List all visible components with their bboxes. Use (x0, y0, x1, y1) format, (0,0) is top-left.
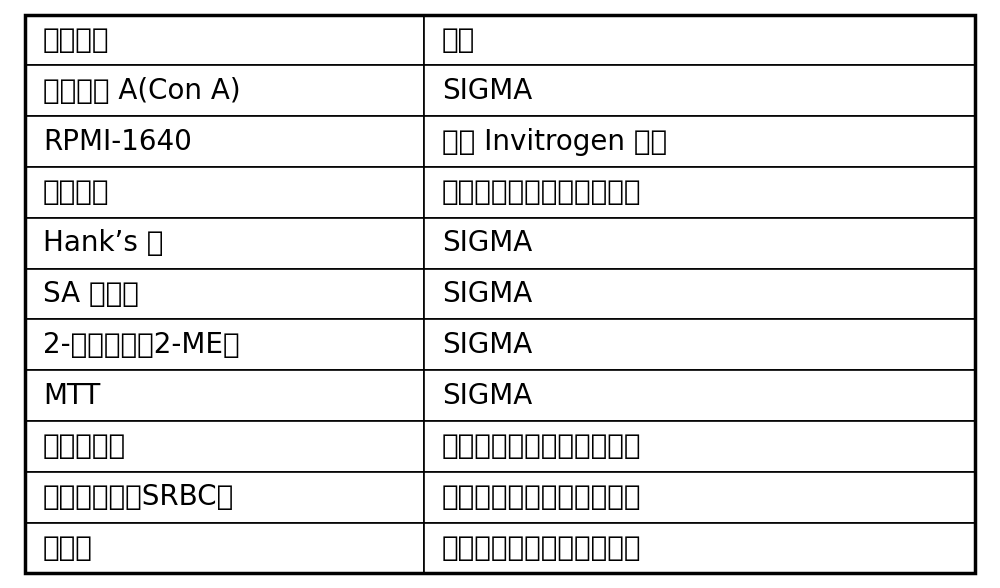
Bar (424, 167, 975, 218)
Bar (25, 65, 424, 116)
Bar (25, 269, 424, 319)
Text: 酸性异丙醇: 酸性异丙醇 (43, 432, 126, 460)
Bar (424, 370, 975, 421)
Text: 刀豆蛋白 A(Con A): 刀豆蛋白 A(Con A) (43, 77, 241, 105)
Bar (25, 15, 424, 65)
Bar (25, 523, 424, 573)
Bar (424, 523, 975, 573)
Bar (25, 472, 424, 523)
Text: SIGMA: SIGMA (442, 77, 532, 105)
Text: 2-巡基乙醇（2-ME）: 2-巡基乙醇（2-ME） (43, 331, 240, 359)
Text: Hank’s 液: Hank’s 液 (43, 229, 163, 257)
Bar (424, 65, 975, 116)
Text: 琼脂糖: 琼脂糖 (43, 534, 93, 562)
Text: SIGMA: SIGMA (442, 382, 532, 410)
Bar (424, 319, 975, 370)
Text: RPMI-1640: RPMI-1640 (43, 128, 192, 156)
Bar (424, 15, 975, 65)
Text: SIGMA: SIGMA (442, 331, 532, 359)
Bar (424, 218, 975, 269)
Text: SIGMA: SIGMA (442, 229, 532, 257)
Bar (25, 116, 424, 167)
Text: MTT: MTT (43, 382, 100, 410)
Text: 四川科伦药业股份有限公司: 四川科伦药业股份有限公司 (442, 432, 642, 460)
Text: 厂家: 厂家 (442, 26, 475, 54)
Text: 绵羊红细胞（SRBC）: 绵羊红细胞（SRBC） (43, 483, 234, 511)
Text: 主要试剂: 主要试剂 (43, 26, 110, 54)
Bar (424, 421, 975, 472)
Bar (424, 116, 975, 167)
Text: 四川科伦药业股份有限公司: 四川科伦药业股份有限公司 (442, 178, 642, 206)
Text: 美国 Invitrogen 公司: 美国 Invitrogen 公司 (442, 128, 667, 156)
Text: 四川科伦药业股份有限公司: 四川科伦药业股份有限公司 (442, 534, 642, 562)
Bar (424, 472, 975, 523)
Bar (25, 218, 424, 269)
Bar (424, 269, 975, 319)
Bar (25, 421, 424, 472)
Bar (25, 319, 424, 370)
Text: 四川科伦药业股份有限公司: 四川科伦药业股份有限公司 (442, 483, 642, 511)
Text: SIGMA: SIGMA (442, 280, 532, 308)
Text: 小牛血清: 小牛血清 (43, 178, 110, 206)
Bar (25, 370, 424, 421)
Bar (25, 167, 424, 218)
Text: SA 缓冲液: SA 缓冲液 (43, 280, 139, 308)
